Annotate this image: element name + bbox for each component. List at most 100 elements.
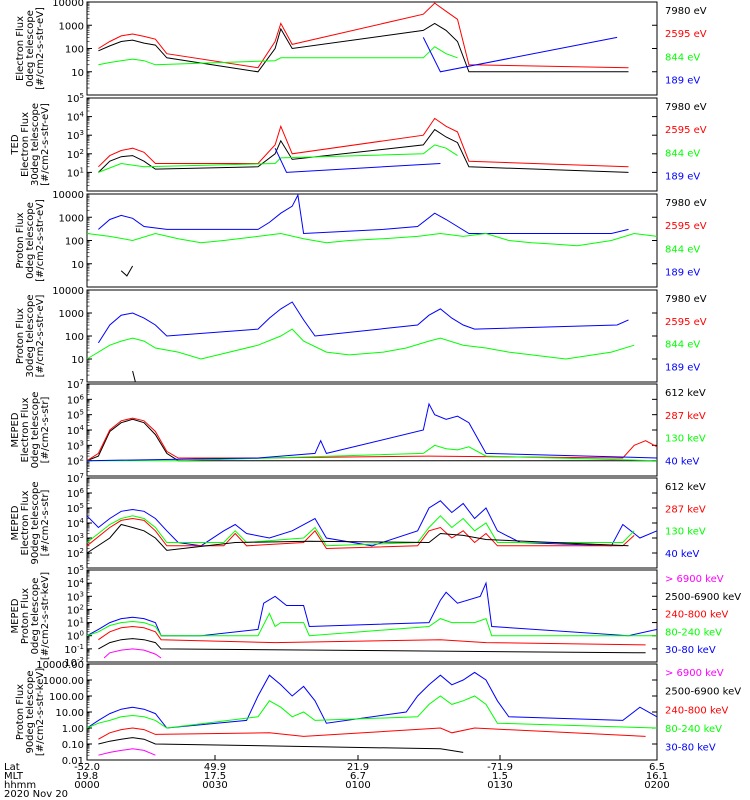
legend-label-blue: 189 eV xyxy=(665,171,700,182)
y-tick-label: 100 xyxy=(65,237,84,248)
y-tick-label: 107 xyxy=(67,472,84,485)
y-tick-label: 100 xyxy=(67,630,84,643)
legend-label-green: 844 eV xyxy=(665,340,700,351)
y-tick-label: 1000 xyxy=(59,309,84,320)
y-tick-label: 1000 xyxy=(59,21,84,32)
y-axis-label: MEPEDElectron Flux0deg telescope[#/cm2-s… xyxy=(10,392,51,469)
series-blue-line xyxy=(422,36,618,73)
y-axis-label: TEDElectron Flux30deg telescope[#/cm2-s-… xyxy=(10,103,51,186)
tick-mlt: 19.8 xyxy=(76,771,98,782)
footer-row-label: Lat xyxy=(4,762,20,773)
legend-label-red: 2595 eV xyxy=(665,221,707,232)
legend-label-black: 7980 eV xyxy=(665,294,707,305)
legend-label-black: 7980 eV xyxy=(665,102,707,113)
y-tick-label: 103 xyxy=(67,129,84,142)
y-tick-label: 10000.00 xyxy=(36,660,84,671)
y-tick-label: 104 xyxy=(67,577,85,590)
legend-label-blue: 30-80 keV xyxy=(665,645,716,656)
series-red-line xyxy=(98,117,629,168)
legend-label-blue: 189 eV xyxy=(665,267,700,278)
series-green-line xyxy=(86,328,635,360)
y-tick-label: 104 xyxy=(67,517,85,530)
legend-label-black: 612 keV xyxy=(665,482,706,493)
tick-mlt: 17.5 xyxy=(204,771,226,782)
panel-frame xyxy=(86,477,658,569)
y-tick-label: 10000 xyxy=(52,286,84,297)
y-axis-label: MEPEDProton Flux0deg telescope[#/cm2-s-s… xyxy=(10,572,51,660)
tick-lat: -71.9 xyxy=(487,762,513,773)
y-tick-label: 10-1 xyxy=(64,643,84,656)
y-axis-label: Proton Flux30deg telescope[#/cm2-s-str-e… xyxy=(15,294,46,377)
y-tick-label: 103 xyxy=(67,590,84,603)
panel-frame xyxy=(86,193,658,288)
series-red-line xyxy=(98,727,646,740)
tick-lat: 49.9 xyxy=(204,762,226,773)
y-tick-label: 104 xyxy=(67,424,85,437)
panel-6: 107 106 105 104 103 102 MEPEDElectron Flux90de… xyxy=(10,472,706,569)
panel-4: 10000 1000 100 10 Proton Flux30deg telescope… xyxy=(15,286,707,383)
y-tick-label: 100 xyxy=(65,332,84,343)
y-tick-label: 0.01 xyxy=(62,756,84,767)
legend-label-green: 80-240 keV xyxy=(665,627,722,638)
series-black-line xyxy=(98,128,629,173)
panel-frame xyxy=(86,97,658,192)
legend-label-black: 7980 eV xyxy=(665,198,707,209)
y-tick-label: 10000 xyxy=(52,0,84,9)
legend-label-green: 130 keV xyxy=(665,434,706,445)
legend-label-red: 2595 eV xyxy=(665,29,707,40)
legend-label-black: 2500-6900 keV xyxy=(665,687,741,698)
y-tick-label: 10 xyxy=(71,68,84,79)
series-blue-line xyxy=(274,147,441,173)
legend-label-magenta: > 6900 keV xyxy=(665,668,724,679)
y-tick-label: 101 xyxy=(67,617,84,630)
y-tick-label: 107 xyxy=(67,378,84,391)
y-axis-label: MEPEDElectron Flux90deg telescope[#/cm2-… xyxy=(10,481,51,564)
legend-label-blue: 189 eV xyxy=(665,75,700,86)
legend-label-black: 612 keV xyxy=(665,388,706,399)
y-tick-label: 1000 xyxy=(59,213,84,224)
legend-label-red: 2595 eV xyxy=(665,125,707,136)
series-black-line xyxy=(132,370,136,383)
series-red-line xyxy=(98,625,646,646)
legend-label-red: 2595 eV xyxy=(665,317,707,328)
y-tick-label: 105 xyxy=(67,564,84,577)
y-tick-label: 105 xyxy=(67,409,84,422)
y-tick-label: 105 xyxy=(67,502,84,515)
legend-label-blue: 40 keV xyxy=(665,549,699,560)
panel-frame xyxy=(86,663,658,761)
legend-label-red: 240-800 keV xyxy=(665,610,729,621)
legend-label-green: 844 eV xyxy=(665,148,700,159)
y-tick-label: 102 xyxy=(67,455,84,468)
legend-label-green: 130 keV xyxy=(665,527,706,538)
series-green-line xyxy=(98,46,458,66)
y-tick-label: 100.00 xyxy=(49,692,84,703)
y-tick-label: 10 xyxy=(71,260,84,271)
tick-hhmm: 0030 xyxy=(202,780,227,791)
panel-3: 10000 1000 100 10 Proton Flux0deg telescope[… xyxy=(15,190,707,288)
series-green-line xyxy=(98,144,458,173)
footer-row-label: hhmm xyxy=(4,780,36,791)
y-tick-label: 10000 xyxy=(52,190,84,201)
legend-label-blue: 189 eV xyxy=(665,363,700,374)
series-blue-line xyxy=(97,301,629,344)
tick-hhmm: 0000 xyxy=(74,780,99,791)
series-green-line xyxy=(86,612,657,637)
legend-label-green: 844 eV xyxy=(665,52,700,63)
series-red-line xyxy=(86,417,658,462)
series-red-line xyxy=(98,2,629,69)
y-tick-label: 10 xyxy=(71,355,84,366)
tick-lat: -52.0 xyxy=(74,762,100,773)
y-axis-label: Proton Flux90deg telescope[#/cm2-s-str-k… xyxy=(15,668,46,756)
series-blue-line xyxy=(86,671,658,729)
series-green-line xyxy=(86,232,658,247)
legend-label-magenta: > 6900 keV xyxy=(665,574,724,585)
y-tick-label: 103 xyxy=(67,532,84,545)
series-black-line xyxy=(86,523,629,554)
y-tick-label: 10-2 xyxy=(64,656,84,669)
legend-label-green: 844 eV xyxy=(665,244,700,255)
series-black-line xyxy=(98,638,646,654)
y-tick-label: 101 xyxy=(67,166,84,179)
y-tick-label: 102 xyxy=(67,603,84,616)
